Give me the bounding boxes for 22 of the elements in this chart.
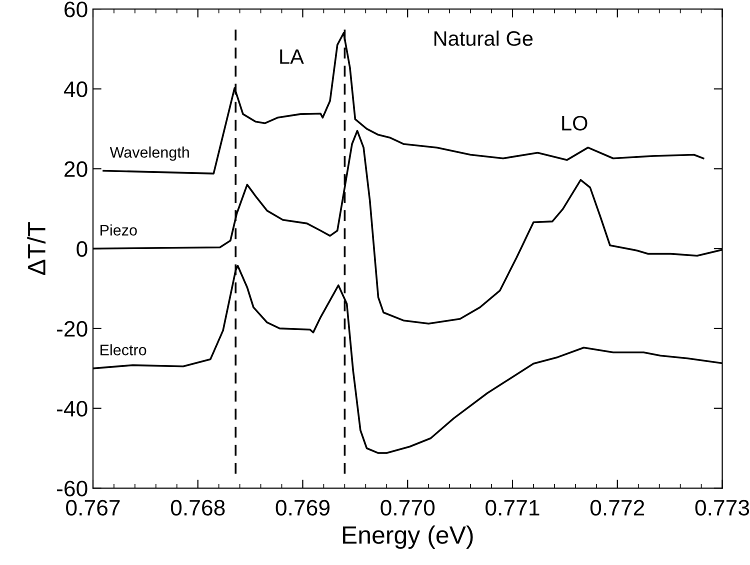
y-tick-label: 20 bbox=[64, 161, 88, 178]
y-tick-label: 60 bbox=[64, 2, 88, 18]
y-tick-label: -40 bbox=[57, 400, 88, 417]
y-axis-title: ΔT/T bbox=[27, 222, 46, 275]
x-tick-label: 0.767 bbox=[66, 500, 120, 516]
annotation: LO bbox=[562, 116, 588, 131]
x-tick-label: 0.769 bbox=[276, 500, 330, 516]
x-axis-title: Energy (eV) bbox=[342, 526, 473, 549]
y-tick-label: -20 bbox=[57, 320, 88, 337]
annotation: LA bbox=[280, 49, 304, 64]
y-tick-label: 0 bbox=[76, 241, 88, 257]
x-tick-label: 0.772 bbox=[590, 500, 644, 516]
x-tick-label: 0.768 bbox=[170, 500, 225, 516]
x-tick-label: 0.770 bbox=[380, 500, 435, 516]
text: Natural Ge bbox=[434, 30, 533, 46]
x-tick-label: 0.773 bbox=[695, 500, 750, 516]
x-tick-label: 0.771 bbox=[486, 500, 540, 516]
y-tick-label: 40 bbox=[64, 81, 88, 98]
y-tick-label: -60 bbox=[57, 480, 88, 496]
series-label: Wavelength bbox=[110, 146, 189, 161]
series-label: Piezo bbox=[100, 224, 137, 236]
series-label: Electro bbox=[100, 344, 146, 356]
